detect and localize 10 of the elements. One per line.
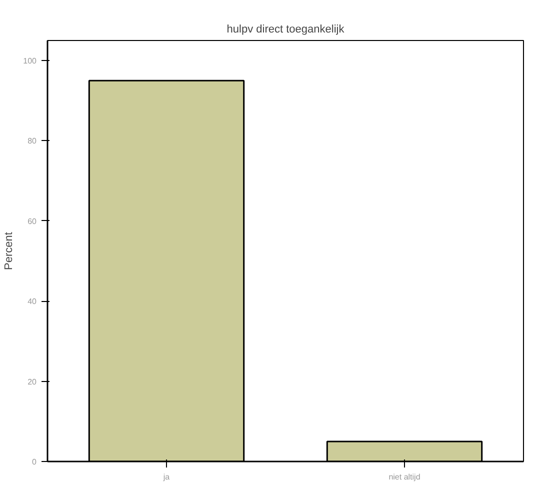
y-tick-label: 80 xyxy=(28,136,38,146)
y-tick-label: 60 xyxy=(28,216,38,226)
x-tick-label: niet altijd xyxy=(388,472,420,482)
x-tick-label: ja xyxy=(162,472,170,482)
y-tick-label: 0 xyxy=(32,458,38,466)
y-tick-label: 20 xyxy=(28,377,38,386)
chart-title: hulpv direct toegankelijk xyxy=(226,24,345,36)
y-tick-label: 100 xyxy=(23,56,38,66)
y-axis-title: Percent xyxy=(3,232,16,270)
y-tick-label: 40 xyxy=(28,297,38,306)
